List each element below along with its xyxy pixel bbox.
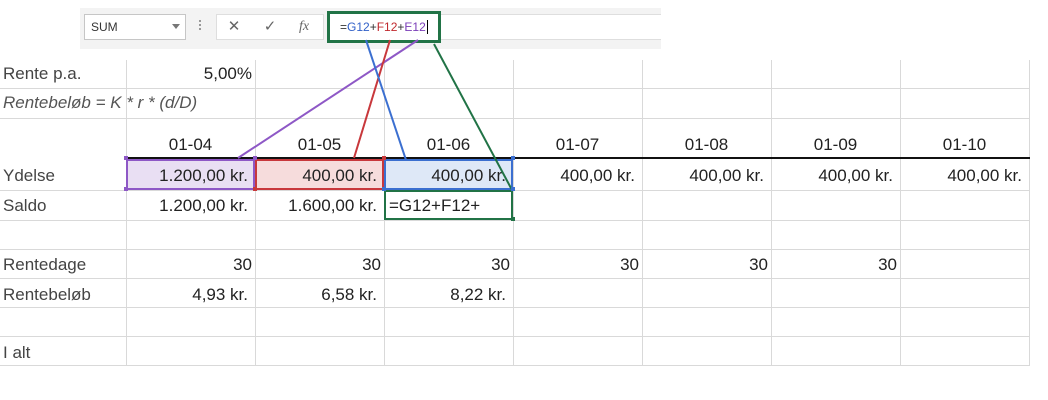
handle[interactable] <box>253 156 257 160</box>
enter-icon[interactable]: ✓ <box>263 18 277 35</box>
date-header[interactable]: 01-06 <box>426 135 471 154</box>
date-header[interactable]: 01-09 <box>813 135 858 154</box>
formula-ref-e12: E12 <box>404 20 426 34</box>
handle[interactable] <box>382 187 386 191</box>
rente-label[interactable]: Rente p.a. <box>3 64 82 83</box>
name-box[interactable]: SUM <box>84 14 186 40</box>
grid-line <box>0 278 1030 279</box>
rentebelob-cell[interactable]: 4,93 kr. <box>192 285 248 304</box>
rentebelob-cell[interactable]: 8,22 kr. <box>450 285 506 304</box>
rentedage-cell[interactable]: 30 <box>749 255 768 274</box>
rentedage-cell[interactable]: 30 <box>233 255 252 274</box>
grid-line <box>0 365 1030 366</box>
grid-line <box>126 60 127 365</box>
ydelse-cell[interactable]: 400,00 kr. <box>947 166 1022 185</box>
formula-ref-f12: F12 <box>376 20 398 34</box>
grid-line <box>0 249 1030 250</box>
ydelse-cell[interactable]: 400,00 kr. <box>431 166 506 185</box>
ialt-label[interactable]: I alt <box>3 343 31 362</box>
ydelse-cell[interactable]: 400,00 kr. <box>689 166 764 185</box>
formula-ref-g12: G12 <box>347 20 370 34</box>
saldo-label[interactable]: Saldo <box>3 196 47 215</box>
grid-line <box>0 307 1030 308</box>
grid-line <box>771 60 772 365</box>
grid-line <box>642 60 643 365</box>
grid-line <box>0 336 1030 337</box>
handle[interactable] <box>124 156 128 160</box>
handle[interactable] <box>511 187 515 191</box>
name-box-value: SUM <box>91 20 118 34</box>
grid-line <box>0 88 1030 89</box>
fill-handle[interactable] <box>511 217 515 221</box>
tracer-line-f12 <box>353 39 391 159</box>
grid-line <box>900 60 901 365</box>
formula-input[interactable]: =G12+F12+E12 <box>327 11 441 43</box>
handle[interactable] <box>382 156 386 160</box>
formula-part: + <box>397 20 405 34</box>
formula-part: = <box>340 20 348 34</box>
rentebelob-cell[interactable]: 6,58 kr. <box>321 285 377 304</box>
rentedage-label[interactable]: Rentedage <box>3 255 87 274</box>
grid-line <box>0 118 1030 119</box>
date-header[interactable]: 01-04 <box>168 135 213 154</box>
grid-line <box>255 60 256 365</box>
grid-line <box>1029 60 1030 365</box>
header-border <box>126 157 1030 159</box>
saldo-cell[interactable]: 1.200,00 kr. <box>159 196 248 215</box>
date-header[interactable]: 01-05 <box>297 135 342 154</box>
date-header[interactable]: 01-07 <box>555 135 600 154</box>
formula-bar-extension <box>441 14 661 40</box>
ref-highlight-g12 <box>384 159 513 190</box>
date-header[interactable]: 01-08 <box>684 135 729 154</box>
rentedage-cell[interactable]: 30 <box>878 255 897 274</box>
tracer-line-g12 <box>365 39 407 161</box>
rentedage-cell[interactable]: 30 <box>620 255 639 274</box>
ref-highlight-f12 <box>255 159 384 190</box>
ref-highlight-e12 <box>126 159 255 190</box>
rentedage-cell[interactable]: 30 <box>362 255 381 274</box>
insert-function-icon[interactable]: fx <box>298 19 310 34</box>
chevron-down-icon[interactable] <box>172 24 180 29</box>
tracer-line-e12 <box>237 39 419 159</box>
saldo-editing-cell[interactable]: =G12+F12+ <box>389 196 481 215</box>
ydelse-cell[interactable]: 400,00 kr. <box>818 166 893 185</box>
rentebelob-label[interactable]: Rentebeløb <box>3 285 91 304</box>
handle[interactable] <box>253 187 257 191</box>
date-header[interactable]: 01-10 <box>942 135 987 154</box>
drag-handle-icon[interactable] <box>197 18 203 36</box>
ydelse-cell[interactable]: 400,00 kr. <box>302 166 377 185</box>
rente-value[interactable]: 5,00% <box>203 64 252 83</box>
ydelse-cell[interactable]: 400,00 kr. <box>560 166 635 185</box>
cancel-icon[interactable]: ✕ <box>227 18 241 35</box>
grid-line <box>513 60 514 365</box>
formula-note[interactable]: Rentebeløb = K * r * (d/D) <box>3 93 198 112</box>
active-cell[interactable] <box>384 190 513 220</box>
handle[interactable] <box>511 156 515 160</box>
ydelse-label[interactable]: Ydelse <box>3 166 55 185</box>
handle[interactable] <box>124 187 128 191</box>
tracer-line-active <box>433 43 513 191</box>
rentedage-cell[interactable]: 30 <box>491 255 510 274</box>
formula-part: + <box>369 20 377 34</box>
saldo-cell[interactable]: 1.600,00 kr. <box>288 196 377 215</box>
formula-buttons: ✕ ✓ fx <box>216 14 324 40</box>
ydelse-cell[interactable]: 1.200,00 kr. <box>159 166 248 185</box>
